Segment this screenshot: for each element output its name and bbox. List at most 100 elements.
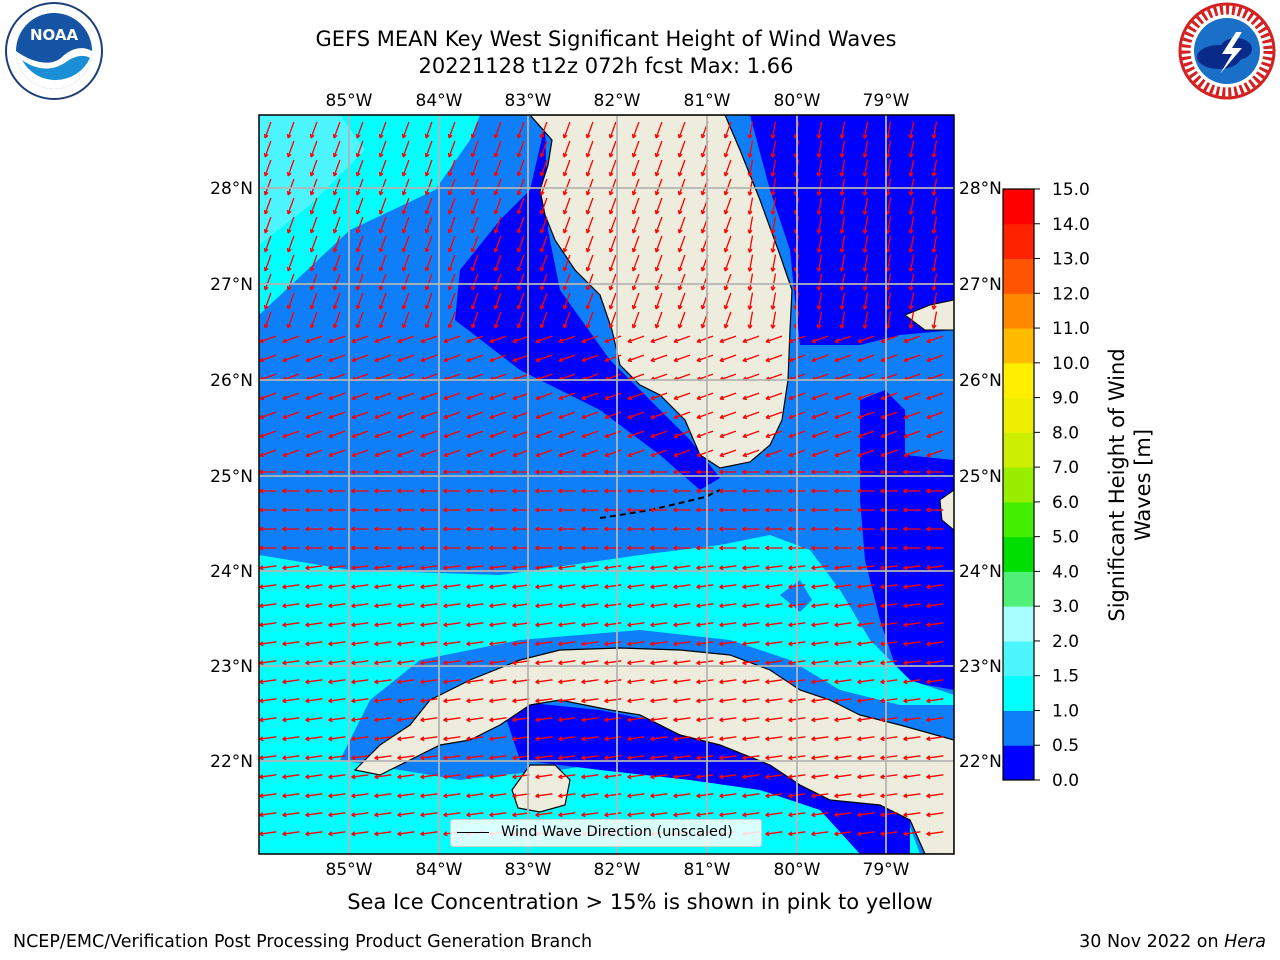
wind-wave-arrow xyxy=(770,273,777,291)
wind-wave-arrow xyxy=(259,411,277,420)
wind-wave-arrow xyxy=(420,354,438,363)
wind-wave-arrow xyxy=(420,603,438,609)
wind-wave-arrow xyxy=(447,235,456,253)
wind-wave-arrow xyxy=(765,717,783,723)
wind-wave-arrow xyxy=(839,140,846,158)
wind-wave-arrow xyxy=(512,411,530,420)
wind-wave-arrow xyxy=(581,411,599,420)
wind-wave-arrow xyxy=(654,140,663,158)
wind-wave-arrow xyxy=(305,449,323,458)
wind-wave-arrow xyxy=(581,354,599,363)
wind-wave-arrow xyxy=(443,774,461,780)
wind-wave-arrow xyxy=(747,159,754,177)
wind-wave-arrow xyxy=(259,335,277,344)
wind-wave-arrow xyxy=(834,507,852,513)
wind-wave-arrow xyxy=(765,755,783,761)
wind-wave-arrow xyxy=(604,755,622,761)
wind-wave-arrow xyxy=(516,273,525,291)
lon-label-bottom: 79°W xyxy=(863,860,910,880)
wind-wave-arrow xyxy=(811,584,829,590)
wind-wave-arrow xyxy=(328,622,346,628)
wind-wave-arrow xyxy=(673,469,691,475)
wind-wave-arrow xyxy=(286,121,295,139)
wind-wave-arrow xyxy=(673,354,691,363)
wind-wave-arrow xyxy=(512,736,530,742)
lon-label-top: 83°W xyxy=(505,91,552,111)
wind-wave-arrow xyxy=(378,140,387,158)
colorbar-tick-label: 0.5 xyxy=(1052,736,1079,756)
wind-wave-arrow xyxy=(535,641,553,647)
wind-wave-arrow xyxy=(355,121,364,139)
wind-wave-arrow xyxy=(420,717,438,723)
wind-wave-arrow xyxy=(816,273,823,291)
wind-wave-arrow xyxy=(926,660,944,666)
wind-wave-arrow xyxy=(443,736,461,742)
wind-wave-arrow xyxy=(332,159,341,177)
wind-wave-arrow xyxy=(926,430,944,439)
wind-wave-arrow xyxy=(811,469,829,475)
wind-wave-arrow xyxy=(466,736,484,742)
lon-label-bottom: 83°W xyxy=(505,860,552,880)
wind-wave-arrow xyxy=(305,679,323,685)
wind-wave-arrow xyxy=(535,660,553,666)
lat-label-left: 28°N xyxy=(210,179,253,199)
wind-wave-arrow xyxy=(581,736,599,742)
wind-wave-arrow xyxy=(539,292,548,310)
wind-wave-arrow xyxy=(650,488,668,494)
wind-wave-arrow xyxy=(397,622,415,628)
wind-wave-arrow xyxy=(470,197,479,215)
wind-wave-arrow xyxy=(931,311,938,329)
wind-wave-arrow xyxy=(420,565,438,571)
wind-wave-arrow xyxy=(466,641,484,647)
wind-wave-arrow xyxy=(880,736,898,742)
wind-wave-arrow xyxy=(374,736,392,742)
wind-wave-arrow xyxy=(420,392,438,401)
wind-wave-arrow xyxy=(309,311,318,329)
wind-wave-arrow xyxy=(355,292,364,310)
wind-wave-arrow xyxy=(770,121,777,139)
wind-wave-arrow xyxy=(765,584,783,590)
lat-label-right: 22°N xyxy=(959,752,1002,772)
wind-wave-arrow xyxy=(926,354,944,363)
wind-wave-arrow xyxy=(627,545,645,551)
wind-wave-arrow xyxy=(857,430,875,439)
wind-wave-arrow xyxy=(857,812,875,818)
wind-wave-arrow xyxy=(857,755,875,761)
wind-wave-arrow xyxy=(719,392,737,401)
wind-wave-arrow xyxy=(420,641,438,647)
wind-wave-arrow xyxy=(328,469,346,475)
wind-wave-arrow xyxy=(719,526,737,532)
wind-wave-arrow xyxy=(443,449,461,458)
wind-wave-arrow xyxy=(627,411,645,420)
wind-wave-arrow xyxy=(263,292,272,310)
wind-wave-arrow xyxy=(305,411,323,420)
wind-wave-arrow xyxy=(374,488,392,494)
wind-wave-arrow xyxy=(562,235,571,253)
wind-wave-arrow xyxy=(857,449,875,458)
wind-wave-arrow xyxy=(558,603,576,609)
wind-wave-arrow xyxy=(328,698,346,704)
wind-wave-arrow xyxy=(742,603,760,609)
wind-wave-arrow xyxy=(581,717,599,723)
wind-wave-arrow xyxy=(857,507,875,513)
wind-wave-arrow xyxy=(811,698,829,704)
wave-band-0.0-0.5-ne xyxy=(750,115,954,345)
wind-wave-arrow xyxy=(558,411,576,420)
colorbar-tick-label: 15.0 xyxy=(1052,180,1090,200)
wind-wave-arrow xyxy=(719,679,737,685)
wind-wave-arrow xyxy=(466,488,484,494)
wind-wave-arrow xyxy=(332,292,341,310)
wind-wave-arrow xyxy=(470,254,479,272)
wind-wave-arrow xyxy=(263,159,272,177)
wind-wave-arrow xyxy=(328,449,346,458)
wind-wave-arrow xyxy=(903,679,921,685)
wind-wave-arrow xyxy=(286,273,295,291)
wind-wave-arrow xyxy=(397,411,415,420)
wind-wave-arrow xyxy=(305,526,323,532)
wind-wave-arrow xyxy=(328,584,346,590)
wind-wave-arrow xyxy=(677,121,686,139)
wind-wave-arrow xyxy=(604,774,622,780)
wind-wave-arrow xyxy=(466,545,484,551)
footer-date-text: 30 Nov 2022 on xyxy=(1079,932,1225,952)
